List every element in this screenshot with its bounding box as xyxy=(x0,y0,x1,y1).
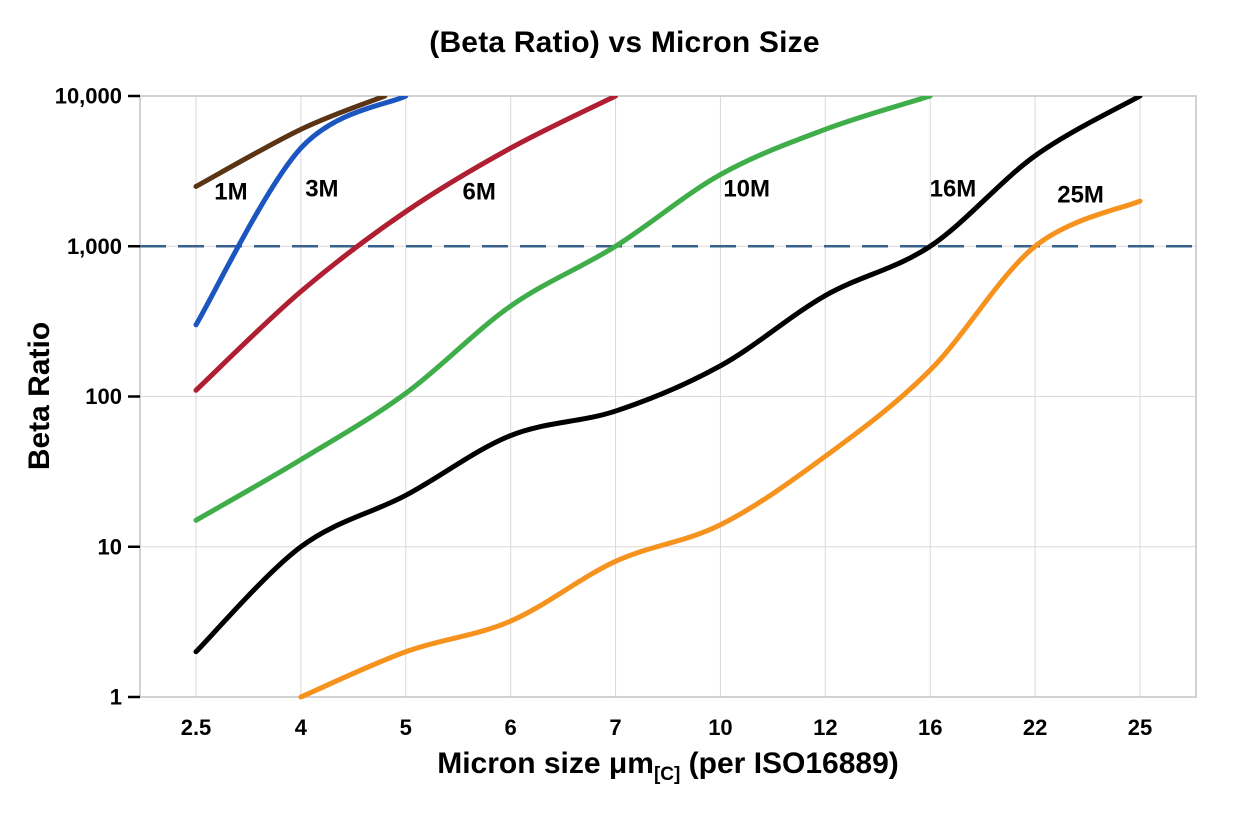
y-tick-label: 10,000 xyxy=(55,84,122,109)
series-curve-25M xyxy=(298,198,1143,700)
series-curve-10M xyxy=(193,96,933,523)
series-label-25M: 25M xyxy=(1057,181,1104,208)
series-curve-6M xyxy=(193,96,619,393)
x-axis-title-subscript: [C] xyxy=(653,764,681,785)
x-tick-label: 4 xyxy=(295,715,308,740)
x-tick-label: 10 xyxy=(708,715,732,740)
x-tick-label: 12 xyxy=(813,715,837,740)
x-tick-label: 7 xyxy=(609,715,621,740)
series-curve-3M xyxy=(193,96,409,328)
x-tick-label: 25 xyxy=(1128,715,1152,740)
x-tick-label: 6 xyxy=(505,715,517,740)
x-axis-title: Micron size μm[C] (per ISO16889) xyxy=(140,747,1196,786)
y-axis-ticks xyxy=(128,94,140,699)
series-curve-16M xyxy=(193,96,1143,655)
x-axis-title-suffix: (per ISO16889) xyxy=(680,747,899,780)
series-label-16M: 16M xyxy=(930,176,977,203)
y-tick-label: 100 xyxy=(85,384,122,409)
x-tick-label: 2.5 xyxy=(181,715,212,740)
y-tick-label: 10 xyxy=(98,534,122,559)
series-curves xyxy=(193,96,1143,700)
x-tick-label: 5 xyxy=(400,715,412,740)
x-tick-label: 16 xyxy=(918,715,942,740)
gridlines xyxy=(140,95,1196,698)
y-tick-label: 1,000 xyxy=(67,234,122,259)
series-label-1M: 1M xyxy=(214,178,247,205)
series-label-6M: 6M xyxy=(463,178,496,205)
x-tick-label: 22 xyxy=(1023,715,1047,740)
x-axis-title-main: Micron size μm xyxy=(437,747,654,780)
series-label-10M: 10M xyxy=(723,176,770,203)
series-curve-1M xyxy=(193,96,388,189)
y-tick-label: 1 xyxy=(110,685,122,710)
chart-title: (Beta Ratio) vs Micron Size xyxy=(429,26,820,59)
series-label-3M: 3M xyxy=(305,176,338,203)
